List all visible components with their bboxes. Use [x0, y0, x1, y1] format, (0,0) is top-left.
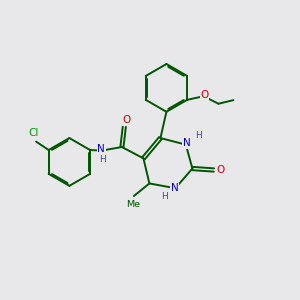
Text: H: H: [195, 130, 202, 140]
Text: Me: Me: [126, 200, 140, 209]
Text: O: O: [216, 165, 225, 175]
Text: H: H: [161, 192, 167, 201]
Text: N: N: [171, 183, 179, 193]
Text: N: N: [97, 144, 105, 154]
Text: O: O: [123, 115, 131, 125]
Text: O: O: [201, 90, 209, 100]
Text: N: N: [183, 138, 190, 148]
Text: Cl: Cl: [28, 128, 39, 138]
Text: H: H: [99, 155, 106, 164]
